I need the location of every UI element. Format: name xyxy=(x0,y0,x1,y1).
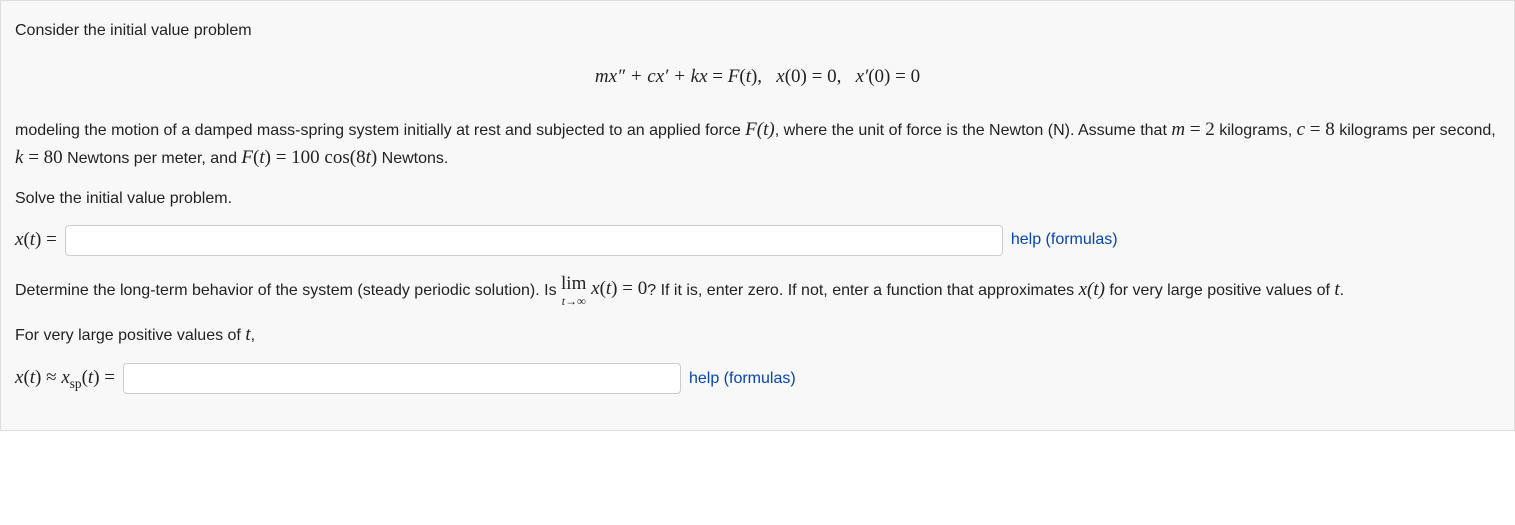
c-unit: kilograms per second, xyxy=(1335,122,1496,139)
F-value: F(t) = 100 cos(8t) xyxy=(241,147,377,168)
help-link-1[interactable]: help (formulas) xyxy=(1011,228,1118,252)
answer2-label: x(t) ≈ xsp(t) = xyxy=(15,364,115,394)
longterm-tail: for very large positive values of xyxy=(1105,281,1334,298)
lim-top: lim xyxy=(561,274,586,293)
longterm-paragraph: Determine the long-term behavior of the … xyxy=(15,274,1500,307)
lim-bot: t→∞ xyxy=(561,295,586,307)
comma-1: , xyxy=(251,327,255,344)
k-value: k = 80 xyxy=(15,147,63,168)
answer-row-1: x(t) = help (formulas) xyxy=(15,225,1500,256)
body-paragraph: modeling the motion of a damped mass-spr… xyxy=(15,116,1500,173)
k-unit: Newtons per meter, and xyxy=(63,150,242,167)
body-post: , where the unit of force is the Newton … xyxy=(775,122,1172,139)
problem-container: Consider the initial value problem mx″ +… xyxy=(0,0,1515,431)
m-value: m = 2 xyxy=(1171,119,1214,140)
F-unit: Newtons. xyxy=(377,150,448,167)
body-pre: modeling the motion of a damped mass-spr… xyxy=(15,122,745,139)
limit-expr: limt→∞ x(t) = 0 xyxy=(561,278,647,299)
m-unit: kilograms, xyxy=(1215,122,1297,139)
intro-text: Consider the initial value problem xyxy=(15,19,1500,43)
display-equation: mx″ + cx′ + kx = F(t), x(0) = 0, x′(0) =… xyxy=(15,61,1500,92)
answer1-label: x(t) = xyxy=(15,226,57,255)
F-of-t: F(t) xyxy=(745,119,775,140)
answer1-input[interactable] xyxy=(65,225,1003,256)
for-large-paragraph: For very large positive values of t, xyxy=(15,321,1500,350)
x-of-t: x(t) xyxy=(1079,278,1105,299)
period-1: . xyxy=(1340,281,1344,298)
longterm-post: ? If it is, enter zero. If not, enter a … xyxy=(647,281,1078,298)
solve-prompt: Solve the initial value problem. xyxy=(15,187,1500,211)
c-value: c = 8 xyxy=(1297,119,1335,140)
answer-row-2: x(t) ≈ xsp(t) = help (formulas) xyxy=(15,363,1500,394)
for-large-text: For very large positive values of xyxy=(15,327,245,344)
answer2-input[interactable] xyxy=(123,363,681,394)
longterm-pre: Determine the long-term behavior of the … xyxy=(15,281,561,298)
help-link-2[interactable]: help (formulas) xyxy=(689,367,796,391)
